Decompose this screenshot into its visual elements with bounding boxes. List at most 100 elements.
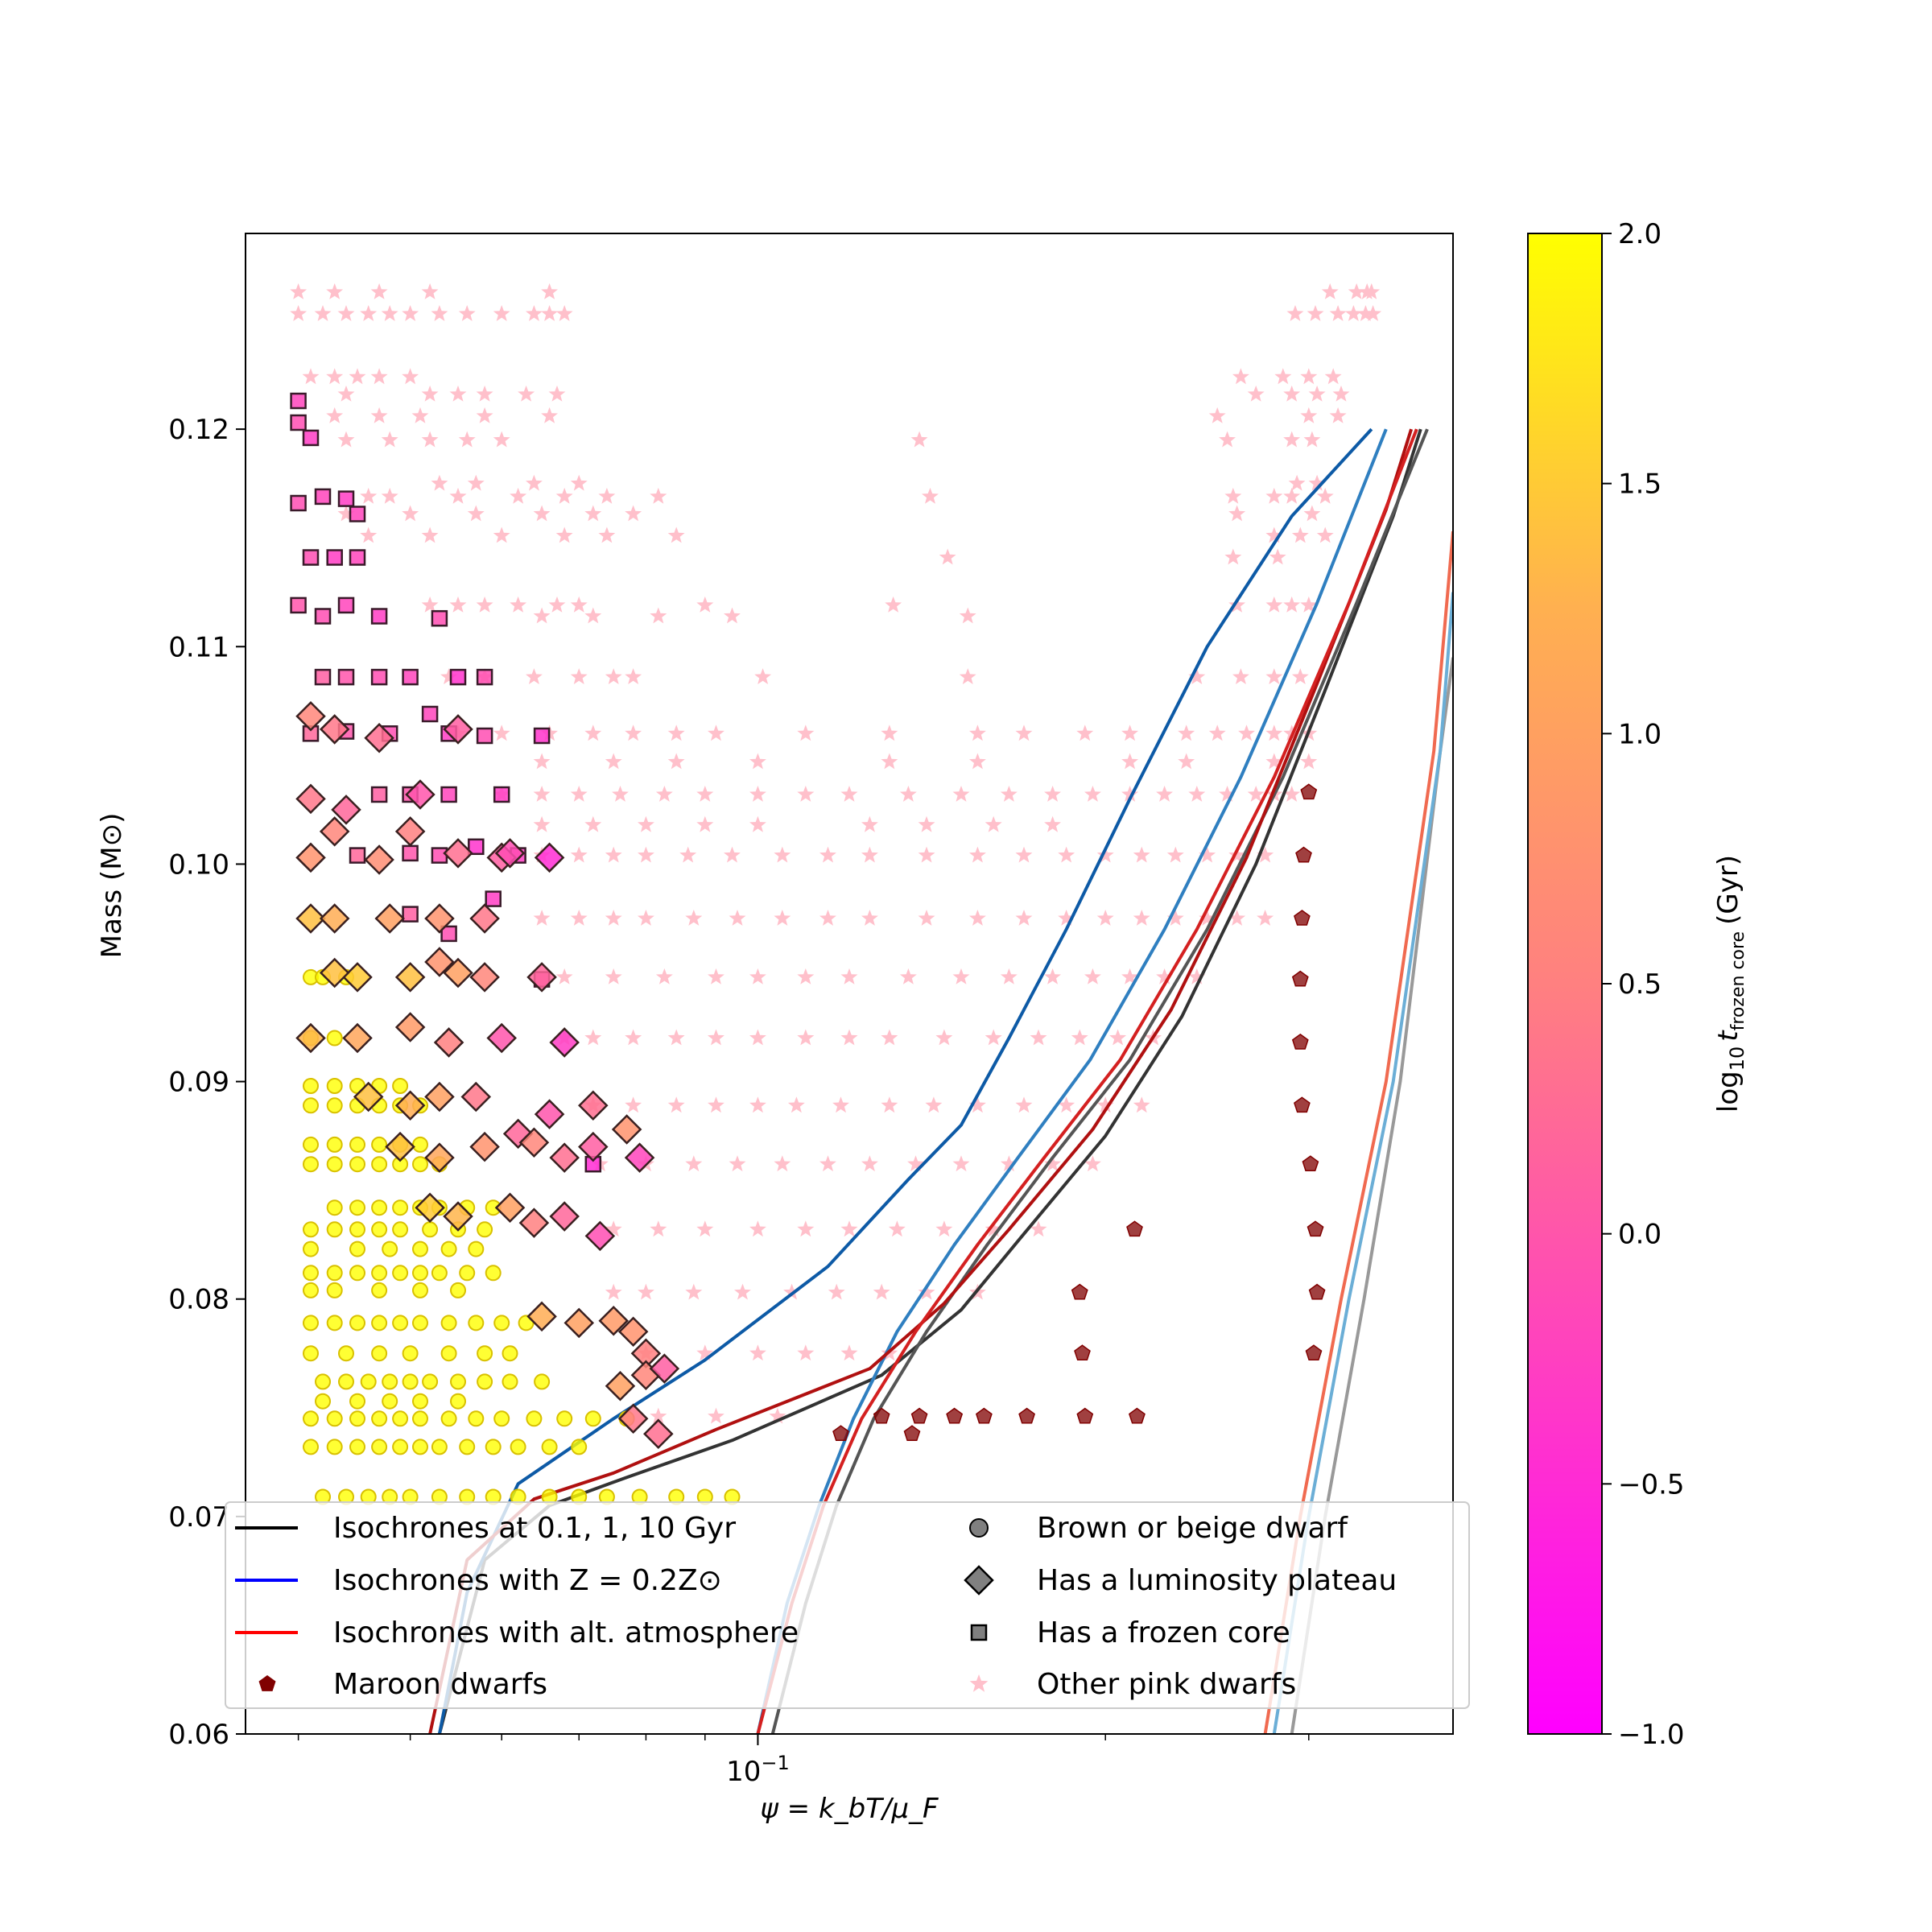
pink-dwarf-marker (1283, 385, 1301, 402)
brown-dwarf-marker (440, 1410, 457, 1427)
pink-dwarf-marker (969, 753, 986, 770)
legend-label: Isochrones with Z = 0.2Z⊙ (333, 1564, 722, 1597)
pink-dwarf-marker (402, 505, 419, 522)
maroon-dwarf-marker (832, 1425, 849, 1442)
pink-dwarf-marker (1188, 668, 1206, 684)
plateau-marker (424, 1081, 455, 1113)
pink-dwarf-marker (729, 1155, 746, 1172)
pink-dwarf-marker (605, 846, 622, 863)
maroon-dwarf-marker (1305, 1344, 1323, 1361)
pink-dwarf-marker (458, 305, 476, 321)
pink-dwarf-marker (421, 596, 439, 613)
pink-dwarf-marker (584, 1029, 602, 1046)
pink-dwarf-marker (935, 1220, 953, 1237)
pink-dwarf-marker (570, 596, 588, 613)
pink-dwarf-marker (605, 1220, 622, 1237)
pink-dwarf-marker (650, 1407, 667, 1424)
brown-dwarf-marker (326, 1439, 343, 1455)
pink-dwarf-marker (797, 1220, 815, 1237)
plateau-marker (331, 795, 361, 825)
frozen-core-marker (370, 608, 388, 625)
frozen-core-marker (326, 549, 343, 566)
frozen-core-marker (431, 847, 448, 864)
maroon-dwarf-marker (1076, 1407, 1094, 1424)
pink-dwarf-marker (476, 596, 493, 613)
brown-dwarf-marker (468, 1241, 485, 1257)
plateau-marker (394, 962, 426, 993)
pink-dwarf-marker (314, 305, 332, 321)
plateau-marker (469, 903, 500, 934)
pink-dwarf-marker (1300, 368, 1318, 385)
frozen-core-marker (402, 844, 419, 862)
pink-dwarf-marker (1308, 474, 1326, 491)
pink-dwarf-marker (533, 753, 551, 770)
brown-dwarf-marker (493, 1410, 510, 1427)
brown-dwarf-marker (303, 1282, 319, 1298)
brown-dwarf-marker (392, 1439, 409, 1455)
brown-dwarf-marker (371, 1265, 388, 1282)
pink-dwarf-marker (969, 910, 986, 926)
pink-dwarf-marker (493, 431, 510, 448)
pink-dwarf-marker (840, 786, 858, 802)
frozen-core-marker (302, 549, 320, 566)
pink-dwarf-marker (1208, 724, 1226, 741)
pink-dwarf-marker (1274, 368, 1292, 385)
legend-entry: Has a luminosity plateau (964, 1564, 1397, 1597)
pink-dwarf-marker (840, 1220, 858, 1237)
pink-dwarf-marker (555, 487, 573, 504)
pink-dwarf-marker (749, 786, 766, 802)
legend-frame (225, 1501, 1470, 1709)
pink-dwarf-marker (533, 505, 551, 522)
pink-dwarf-marker (749, 968, 766, 985)
frozen-core-marker (349, 847, 366, 864)
maroon-dwarf-marker (1308, 1283, 1326, 1300)
pink-dwarf-marker (708, 1407, 724, 1424)
plateau-marker (443, 838, 473, 869)
pink-dwarf-marker (873, 1283, 890, 1300)
brown-dwarf-marker (326, 1030, 343, 1046)
brown-dwarf-marker (477, 1221, 493, 1238)
colorbar-label: log10tfrozen core(Gyr) (1712, 855, 1748, 1113)
plateau-marker (460, 1081, 492, 1113)
pink-dwarf-marker (510, 487, 527, 504)
legend-entry: Has a frozen core (970, 1616, 1290, 1649)
pink-dwarf-marker (1015, 1096, 1033, 1113)
plateau-marker (549, 1201, 580, 1232)
pink-dwarf-marker (402, 305, 419, 321)
legend-entry: Maroon dwarfs (258, 1668, 547, 1701)
frozen-core-marker (370, 668, 388, 686)
pink-dwarf-marker (431, 305, 448, 321)
pink-dwarf-marker (1348, 283, 1365, 299)
pink-dwarf-marker (1316, 526, 1334, 543)
pink-dwarf-marker (1228, 910, 1246, 926)
pink-dwarf-marker (952, 786, 970, 802)
colorbar-tick-label: 0.0 (1618, 1219, 1662, 1251)
x-tick-label-major: 10−1 (726, 1752, 790, 1788)
pink-dwarf-marker (533, 786, 551, 802)
pink-dwarf-marker (925, 1096, 943, 1113)
pink-dwarf-marker (797, 1029, 815, 1046)
pink-dwarf-marker (749, 1344, 766, 1361)
plateau-marker (295, 842, 326, 873)
pink-dwarf-marker (1044, 815, 1061, 832)
pink-dwarf-marker (598, 526, 616, 543)
brown-dwarf-marker (431, 1265, 448, 1282)
pink-dwarf-marker (360, 526, 378, 543)
pink-dwarf-marker (421, 431, 439, 448)
pink-dwarf-marker (533, 607, 551, 624)
pink-dwarf-marker (421, 385, 439, 402)
pink-dwarf-marker (1228, 846, 1246, 863)
plateau-marker (295, 783, 326, 815)
pink-dwarf-marker (1133, 1096, 1150, 1113)
brown-dwarf-marker (382, 1373, 398, 1390)
pink-dwarf-marker (1015, 846, 1033, 863)
legend-label: Has a frozen core (1037, 1616, 1290, 1649)
pink-dwarf-marker (1247, 385, 1265, 402)
plateau-marker (319, 957, 350, 989)
pink-dwarf-marker (381, 305, 398, 321)
pink-dwarf-marker (638, 846, 654, 863)
plateau-marker (502, 1118, 534, 1150)
brown-dwarf-marker (349, 1265, 365, 1282)
brown-dwarf-marker (412, 1393, 428, 1410)
